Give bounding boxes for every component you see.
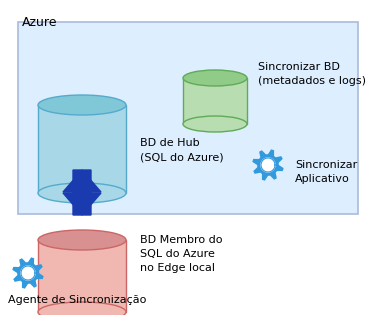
Ellipse shape [183, 70, 247, 86]
Ellipse shape [38, 302, 126, 315]
Polygon shape [12, 257, 44, 289]
Bar [18, 22, 358, 214]
Polygon shape [261, 158, 275, 172]
FancyArrow shape [63, 170, 101, 215]
Polygon shape [252, 149, 284, 181]
Bar [38, 240, 126, 312]
Ellipse shape [183, 116, 247, 132]
Ellipse shape [38, 230, 126, 250]
Text: Agente de Sincronização: Agente de Sincronização [8, 295, 146, 305]
Text: Sincronizar
Aplicativo: Sincronizar Aplicativo [295, 160, 357, 184]
Text: BD Membro do
SQL do Azure
no Edge local: BD Membro do SQL do Azure no Edge local [140, 235, 223, 273]
Bar [183, 78, 247, 124]
FancyArrow shape [63, 170, 101, 215]
Bar [38, 105, 126, 193]
Text: Sincronizar BD
(metadados e logs): Sincronizar BD (metadados e logs) [258, 62, 366, 86]
Text: BD de Hub
(SQL do Azure): BD de Hub (SQL do Azure) [140, 138, 224, 162]
Ellipse shape [38, 95, 126, 115]
Text: Azure: Azure [22, 16, 58, 29]
Ellipse shape [38, 183, 126, 203]
Polygon shape [21, 266, 35, 280]
